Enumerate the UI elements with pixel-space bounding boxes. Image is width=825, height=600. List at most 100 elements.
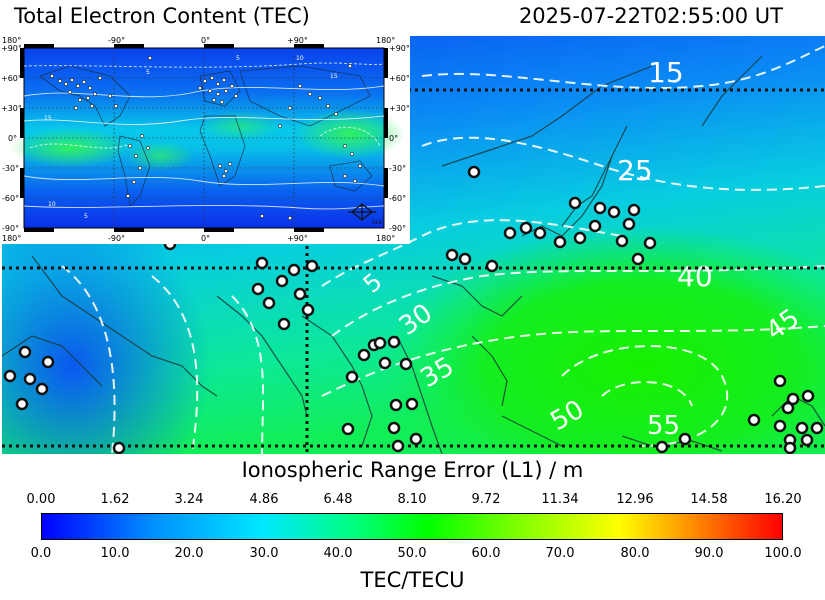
range-error-tick: 11.34: [541, 492, 579, 507]
station-marker: [389, 398, 403, 412]
station-marker: [23, 372, 37, 386]
dlr-logo-text: DLR: [372, 220, 383, 226]
inset-contour-label: 5: [146, 69, 150, 76]
coastline: [561, 125, 628, 227]
inset-top-tick: 180°: [2, 36, 21, 45]
dlr-logo: DLR: [348, 203, 383, 226]
station-marker: [503, 226, 517, 240]
station-marker: [405, 397, 419, 411]
station-marker: [810, 421, 824, 435]
global-tec-inset-map: 180° -90° 0° +90° 180° 180° -90° 0° +90°…: [0, 36, 410, 244]
inset-contour-label: 15: [330, 73, 338, 80]
inset-right-tick: 0°: [389, 134, 398, 143]
inset-contour-label: 5: [236, 55, 240, 62]
tec-tick: 90.0: [694, 546, 724, 561]
inset-left-tick: -90°: [2, 224, 19, 233]
station-marker: [41, 355, 55, 369]
station-marker: [622, 217, 636, 231]
station-marker: [568, 196, 582, 210]
inset-left-tick: -60°: [2, 194, 19, 203]
station-marker: [573, 231, 587, 245]
coastline: [31, 255, 218, 397]
station-marker: [35, 382, 49, 396]
inset-bottom-tick: -90°: [108, 234, 125, 243]
station-marker: [112, 441, 126, 454]
tec-tick: 80.0: [620, 546, 650, 561]
inset-left-tick: +90°: [1, 44, 22, 53]
inset-contour-label: 15: [44, 115, 52, 122]
station-marker: [251, 282, 265, 296]
station-marker: [391, 439, 405, 453]
station-marker: [293, 287, 307, 301]
coastline: [701, 55, 763, 127]
coastline: [471, 335, 508, 407]
station-marker: [373, 336, 387, 350]
inset-bottom-tick: 180°: [376, 234, 395, 243]
inset-right-tick: -30°: [389, 164, 406, 173]
tec-colorbar: [41, 513, 783, 540]
station-marker: [615, 234, 629, 248]
station-marker: [467, 165, 481, 179]
station-marker: [553, 235, 567, 249]
inset-left-tick: +60°: [1, 74, 22, 83]
tec-tick: 0.0: [30, 546, 52, 561]
inset-contour-label: 10: [296, 55, 304, 62]
station-marker: [341, 422, 355, 436]
station-marker: [607, 205, 621, 219]
inset-right-tick: -60°: [389, 194, 406, 203]
range-error-tick: 6.48: [323, 492, 353, 507]
station-marker: [262, 296, 276, 310]
inset-right-tick: +60°: [389, 74, 410, 83]
contour-label: 55: [647, 411, 680, 441]
station-marker: [277, 317, 291, 331]
station-marker: [301, 303, 315, 317]
station-marker: [345, 370, 359, 384]
coastline: [2, 335, 103, 387]
inset-left-tick: 0°: [8, 134, 17, 143]
station-marker: [533, 226, 547, 240]
inset-bottom-tick: 0°: [201, 234, 210, 243]
station-marker: [255, 256, 269, 270]
tec-tick: 10.0: [100, 546, 130, 561]
station-marker: [378, 356, 392, 370]
station-marker: [627, 203, 641, 217]
station-marker: [357, 348, 371, 362]
range-error-tick: 1.62: [100, 492, 130, 507]
tec-unit-label: TEC/TECU: [360, 568, 465, 592]
inset-bottom-tick: +90°: [287, 234, 308, 243]
tec-tick: 30.0: [249, 546, 279, 561]
range-error-tick: 0.00: [26, 492, 56, 507]
range-error-tick: 3.24: [174, 492, 204, 507]
range-error-tick: 16.20: [764, 492, 802, 507]
station-marker: [287, 263, 301, 277]
page-title: Total Electron Content (TEC): [14, 4, 310, 28]
tec-tick: 100.0: [764, 546, 802, 561]
station-marker: [458, 252, 472, 266]
range-error-tick: 12.96: [616, 492, 654, 507]
contour-label: 15: [648, 56, 684, 89]
inset-right-tick: +30°: [389, 104, 410, 113]
inset-top-tick: +90°: [287, 36, 308, 45]
range-error-tick: 4.86: [249, 492, 279, 507]
coastline: [216, 295, 308, 417]
inset-right-tick: -90°: [389, 224, 406, 233]
coastline: [396, 335, 443, 454]
tec-tick: 40.0: [323, 546, 353, 561]
inset-top-tick: 180°: [376, 36, 395, 45]
station-marker: [800, 433, 814, 447]
tec-tick: 50.0: [397, 546, 427, 561]
station-marker: [773, 374, 787, 388]
range-error-tick: 14.58: [690, 492, 728, 507]
station-marker: [655, 440, 669, 454]
inset-top-tick: 0°: [201, 36, 210, 45]
station-marker: [773, 419, 787, 433]
inset-contour-label: 5: [84, 213, 88, 220]
station-marker: [18, 345, 32, 359]
coastline: [501, 415, 563, 447]
tec-tick: 70.0: [545, 546, 575, 561]
station-marker: [275, 274, 289, 288]
inset-left-tick: -30°: [2, 164, 19, 173]
station-marker: [631, 252, 645, 266]
inset-contour-label: 10: [48, 201, 56, 208]
station-marker: [783, 441, 797, 454]
